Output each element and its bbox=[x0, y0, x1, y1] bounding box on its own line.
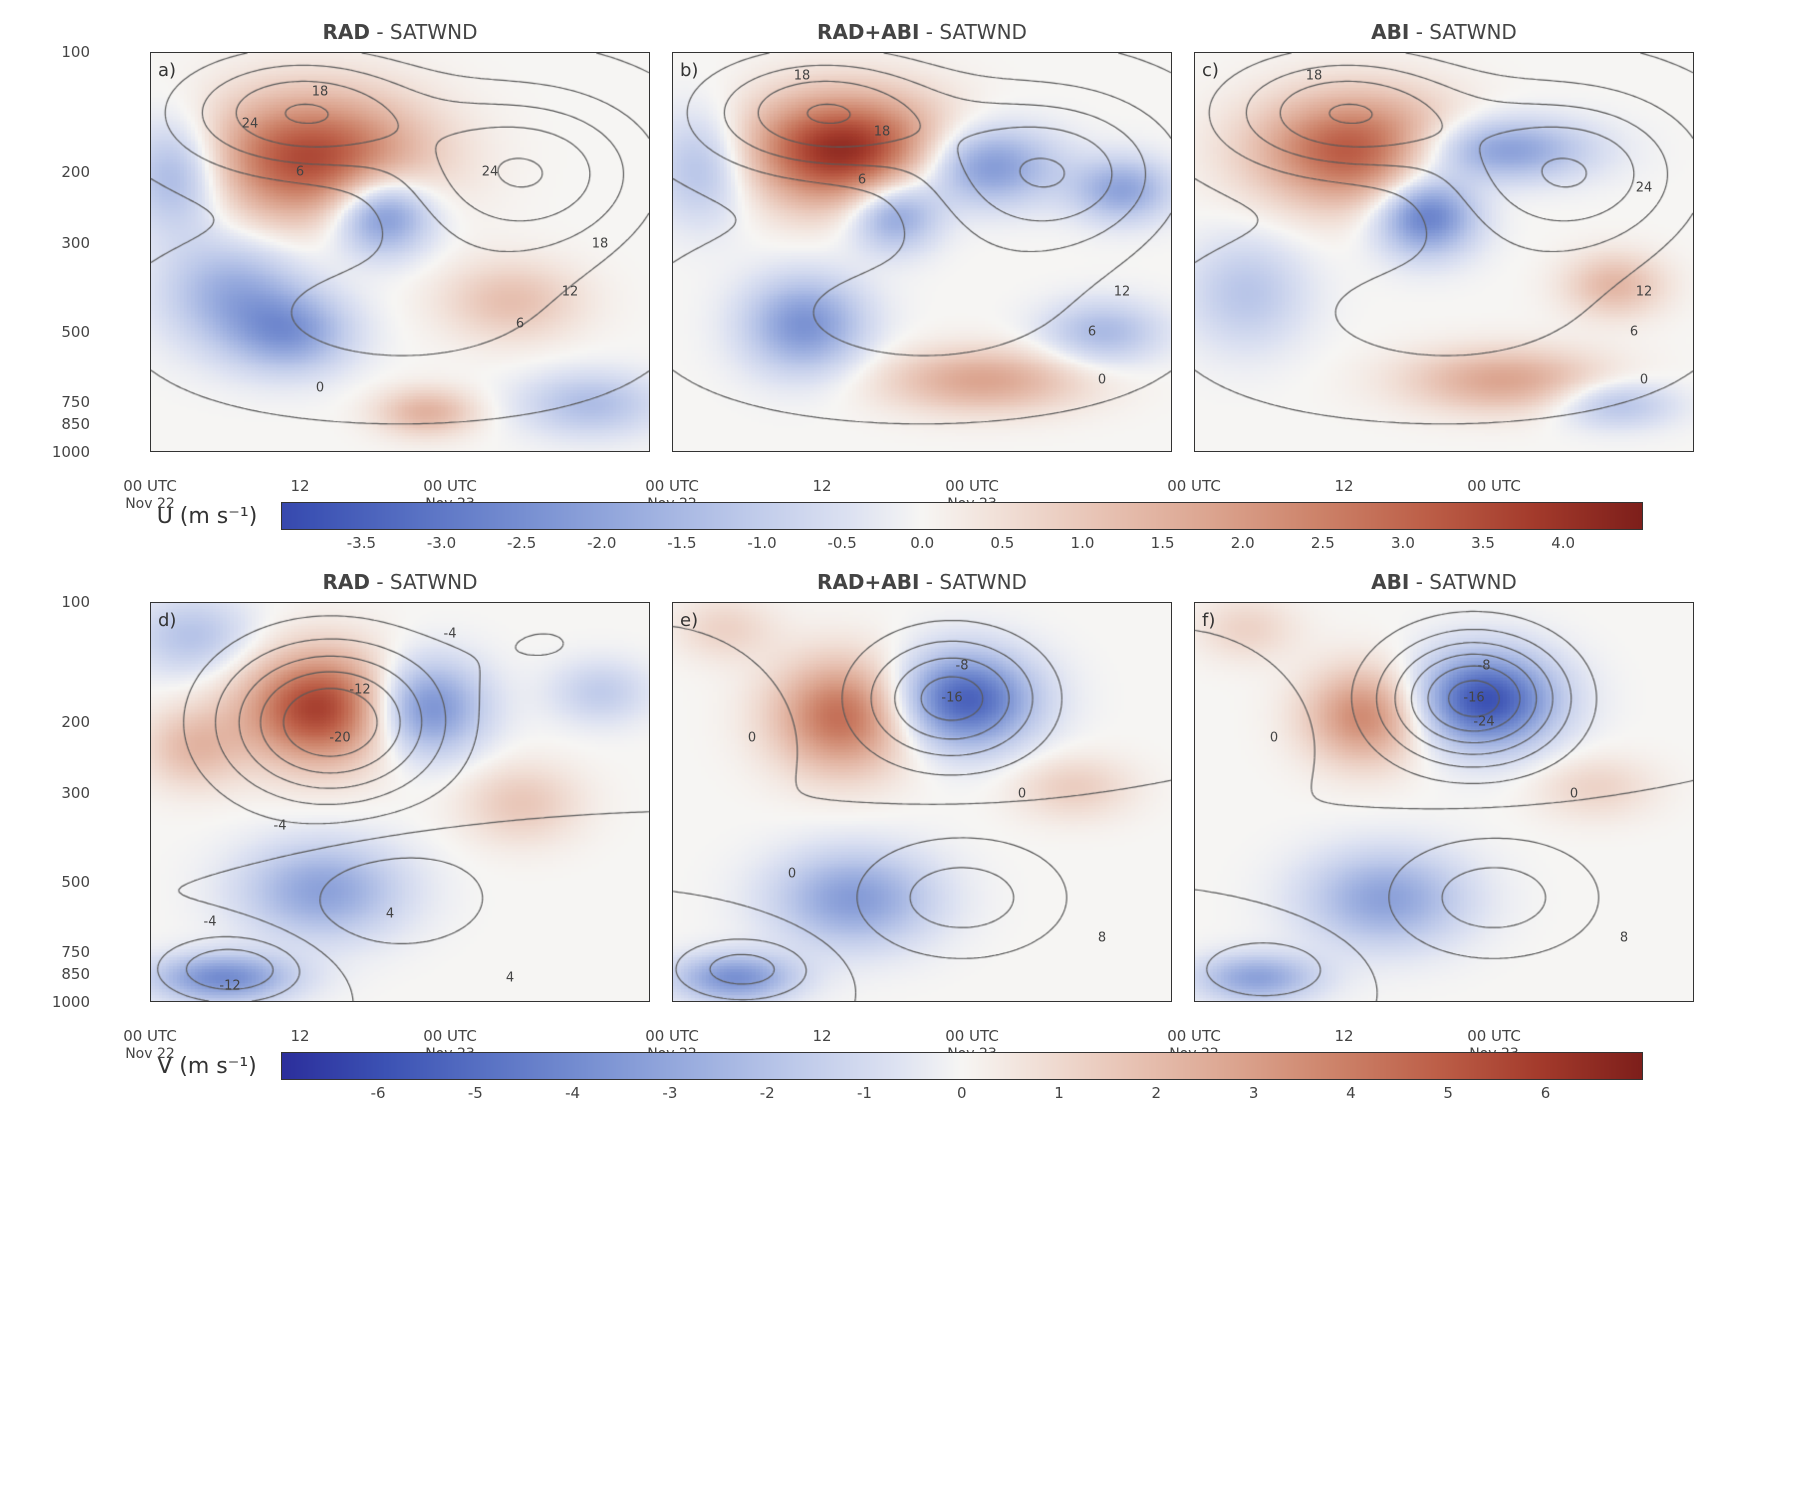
x-tick: 12 bbox=[812, 1028, 831, 1045]
colorbar-u-row: U (m s⁻¹) -3.5-3.0-2.5-2.0-1.5-1.0-0.50.… bbox=[20, 502, 1780, 530]
contour-canvas bbox=[1194, 52, 1694, 452]
colorbar-tick: 0.5 bbox=[990, 534, 1014, 552]
colorbar-tick: 2 bbox=[1152, 1084, 1162, 1102]
plot-area: c)00 UTC1200 UTC18241260 bbox=[1194, 52, 1694, 452]
colorbar-tick: 4.0 bbox=[1551, 534, 1575, 552]
plot-area: d)100200300500750850100000 UTCNov 221200… bbox=[150, 602, 650, 1002]
plot-area: f)00 UTCNov 221200 UTCNov 23-8-16-24008 bbox=[1194, 602, 1694, 1002]
panel-title: ABI - SATWND bbox=[1194, 20, 1694, 44]
contour-canvas bbox=[150, 52, 650, 452]
y-tick: 850 bbox=[61, 415, 90, 433]
colorbar-tick: 3 bbox=[1249, 1084, 1259, 1102]
plot-area: b)00 UTCNov 221200 UTCNov 23181861260 bbox=[672, 52, 1172, 452]
figure-root: Pressure (hPa) RAD - SATWNDa)10020030050… bbox=[20, 20, 1780, 1080]
colorbar-tick: -0.5 bbox=[827, 534, 856, 552]
colorbar-tick: 3.5 bbox=[1471, 534, 1495, 552]
panel: RAD+ABI - SATWND b)00 UTCNov 221200 UTCNo… bbox=[672, 20, 1172, 452]
panel: RAD+ABI - SATWND e)00 UTCNov 221200 UTCNo… bbox=[672, 570, 1172, 1002]
colorbar-u: -3.5-3.0-2.5-2.0-1.5-1.0-0.50.00.51.01.5… bbox=[281, 502, 1643, 530]
y-tick: 1000 bbox=[52, 443, 90, 461]
y-tick: 200 bbox=[61, 163, 90, 181]
x-tick: 12 bbox=[1334, 478, 1353, 495]
plot-area: e)00 UTCNov 221200 UTCNov 23-8-160008 bbox=[672, 602, 1172, 1002]
contour-canvas bbox=[150, 602, 650, 1002]
panel: ABI - SATWND c)00 UTC1200 UTC18241260 bbox=[1194, 20, 1694, 452]
panel-letter: b) bbox=[680, 60, 698, 81]
panel-title: ABI - SATWND bbox=[1194, 570, 1694, 594]
x-tick: 12 bbox=[290, 478, 309, 495]
colorbar-tick: -1.5 bbox=[667, 534, 696, 552]
colorbar-tick: 0.0 bbox=[910, 534, 934, 552]
colorbar-tick: 1.0 bbox=[1071, 534, 1095, 552]
contour-canvas bbox=[672, 602, 1172, 1002]
colorbar-tick: -6 bbox=[371, 1084, 386, 1102]
y-tick: 100 bbox=[61, 43, 90, 61]
panel: RAD - SATWND d)100200300500750850100000 U… bbox=[150, 570, 650, 1002]
colorbar-tick: -1.0 bbox=[747, 534, 776, 552]
y-tick: 100 bbox=[61, 593, 90, 611]
colorbar-tick: -4 bbox=[565, 1084, 580, 1102]
x-tick: 00 UTCNov 22 bbox=[123, 478, 177, 512]
colorbar-tick: 4 bbox=[1346, 1084, 1356, 1102]
colorbar-tick: 0 bbox=[957, 1084, 967, 1102]
colorbar-tick: -2.5 bbox=[507, 534, 536, 552]
x-tick: 12 bbox=[812, 478, 831, 495]
colorbar-v-row: V (m s⁻¹) -6-5-4-3-2-10123456 bbox=[20, 1052, 1780, 1080]
y-tick: 500 bbox=[61, 873, 90, 891]
panel: RAD - SATWND a)100200300500750850100000 U… bbox=[150, 20, 650, 452]
panel-letter: a) bbox=[158, 60, 176, 81]
y-tick: 750 bbox=[61, 943, 90, 961]
x-tick: 12 bbox=[1334, 1028, 1353, 1045]
x-tick: 00 UTCNov 22 bbox=[123, 1028, 177, 1062]
panel-letter: e) bbox=[680, 610, 698, 631]
y-tick: 300 bbox=[61, 784, 90, 802]
y-tick: 1000 bbox=[52, 993, 90, 1011]
colorbar-v: -6-5-4-3-2-10123456 bbox=[281, 1052, 1643, 1080]
row-v: Pressure (hPa) RAD - SATWNDd)10020030050… bbox=[20, 570, 1780, 1080]
colorbar-tick: 1 bbox=[1054, 1084, 1064, 1102]
colorbar-tick: 1.5 bbox=[1151, 534, 1175, 552]
panel-row-v: Pressure (hPa) RAD - SATWNDd)10020030050… bbox=[150, 570, 1780, 1002]
y-tick: 750 bbox=[61, 393, 90, 411]
panel: ABI - SATWND f)00 UTCNov 221200 UTCNov 23… bbox=[1194, 570, 1694, 1002]
contour-canvas bbox=[1194, 602, 1694, 1002]
colorbar-tick: -3 bbox=[662, 1084, 677, 1102]
panel-letter: d) bbox=[158, 610, 176, 631]
colorbar-u-canvas bbox=[281, 502, 1643, 530]
contour-canvas bbox=[672, 52, 1172, 452]
panel-title: RAD - SATWND bbox=[150, 20, 650, 44]
x-tick: 00 UTC bbox=[1467, 478, 1521, 495]
colorbar-tick: -2 bbox=[760, 1084, 775, 1102]
colorbar-v-canvas bbox=[281, 1052, 1643, 1080]
panel-letter: c) bbox=[1202, 60, 1219, 81]
colorbar-tick: 2.5 bbox=[1311, 534, 1335, 552]
panel-row-u: Pressure (hPa) RAD - SATWNDa)10020030050… bbox=[150, 20, 1780, 452]
panel-title: RAD+ABI - SATWND bbox=[672, 570, 1172, 594]
y-tick: 500 bbox=[61, 323, 90, 341]
y-tick: 850 bbox=[61, 965, 90, 983]
colorbar-tick: -2.0 bbox=[587, 534, 616, 552]
panel-title: RAD+ABI - SATWND bbox=[672, 20, 1172, 44]
colorbar-tick: 5 bbox=[1443, 1084, 1453, 1102]
x-tick: 00 UTC bbox=[1167, 478, 1221, 495]
colorbar-tick: 3.0 bbox=[1391, 534, 1415, 552]
colorbar-tick: -3.0 bbox=[427, 534, 456, 552]
panel-title: RAD - SATWND bbox=[150, 570, 650, 594]
y-tick: 200 bbox=[61, 713, 90, 731]
colorbar-tick: -1 bbox=[857, 1084, 872, 1102]
colorbar-tick: -5 bbox=[468, 1084, 483, 1102]
y-tick: 300 bbox=[61, 234, 90, 252]
plot-area: a)100200300500750850100000 UTCNov 221200… bbox=[150, 52, 650, 452]
colorbar-tick: 2.0 bbox=[1231, 534, 1255, 552]
colorbar-tick: -3.5 bbox=[347, 534, 376, 552]
row-u: Pressure (hPa) RAD - SATWNDa)10020030050… bbox=[20, 20, 1780, 530]
colorbar-tick: 6 bbox=[1541, 1084, 1551, 1102]
panel-letter: f) bbox=[1202, 610, 1215, 631]
x-tick: 12 bbox=[290, 1028, 309, 1045]
